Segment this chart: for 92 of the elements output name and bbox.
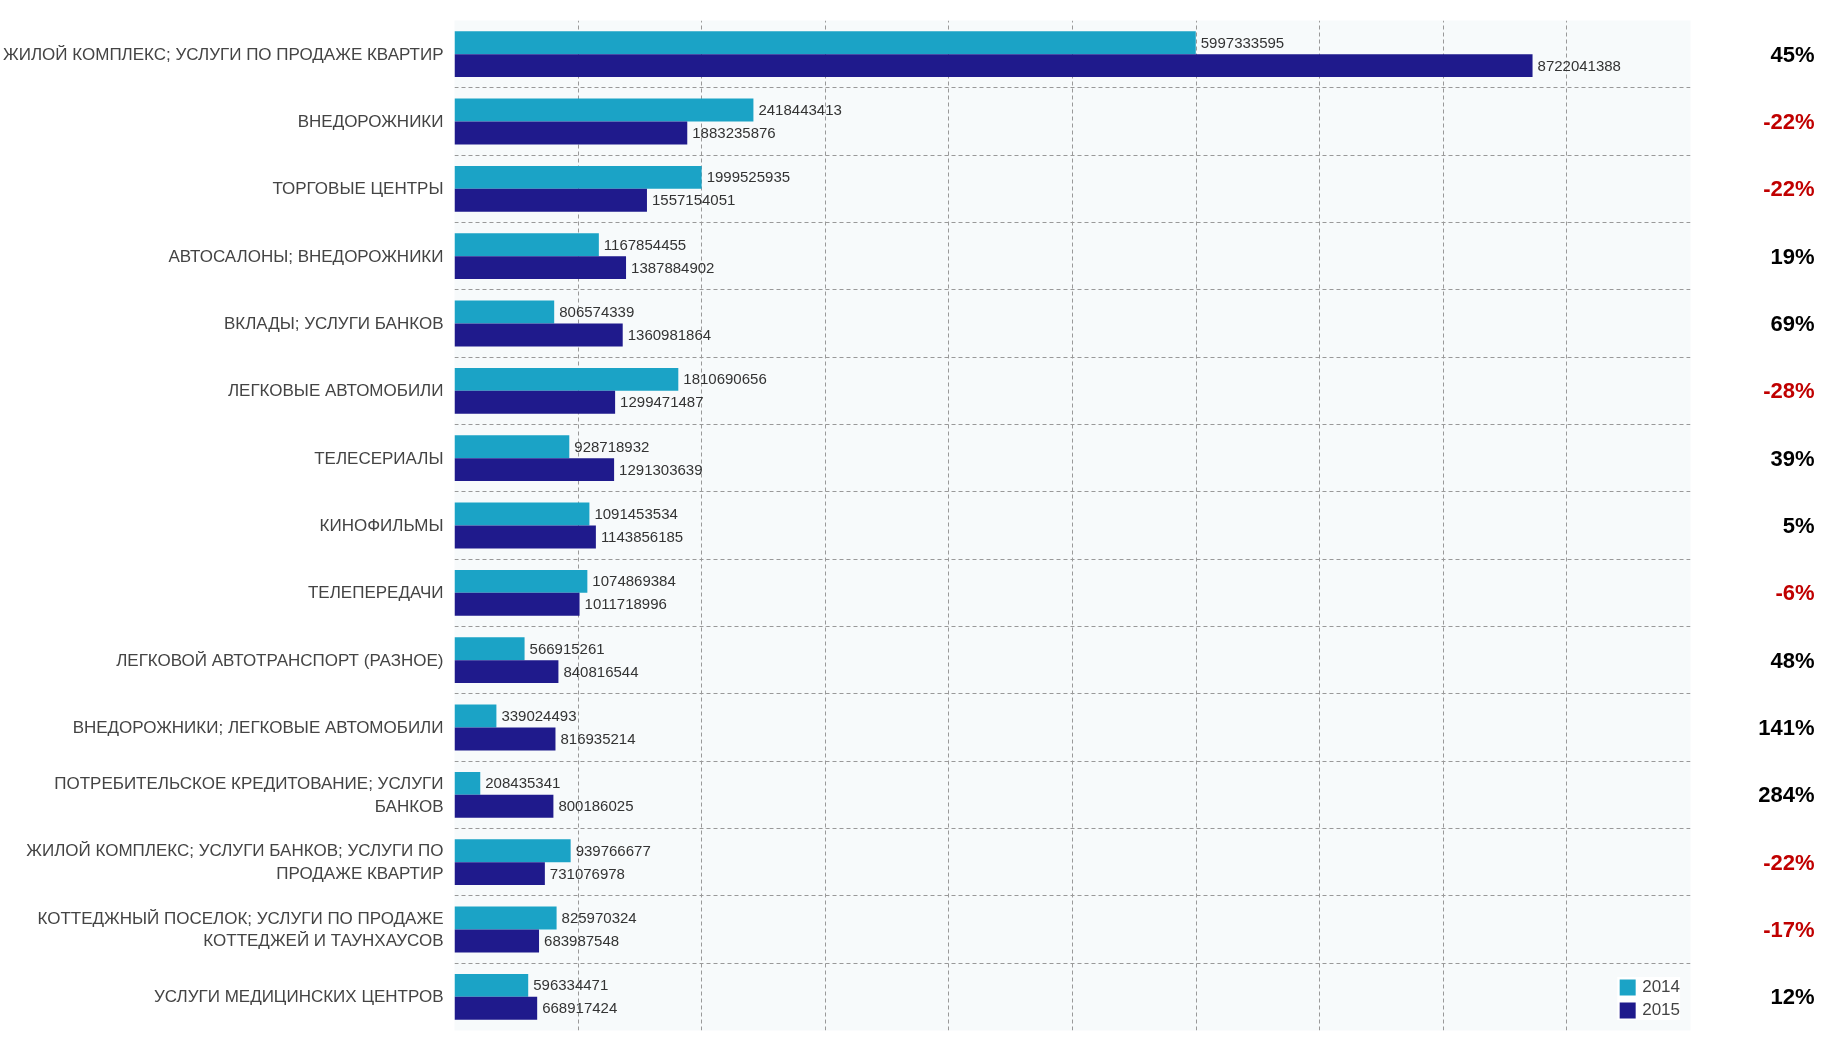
bar [454, 794, 554, 818]
data-label: 1143856185 [600, 527, 684, 545]
bar [454, 929, 540, 953]
data-label: 1883235876 [692, 123, 776, 141]
bar [454, 704, 497, 728]
text: 284% [1758, 782, 1815, 808]
data-label: 1557154051 [651, 191, 736, 209]
data-label: 1091453534 [594, 505, 678, 523]
text: 39% [1770, 445, 1815, 471]
y-tick-label: ВНЕДОРОЖНИКИ; ЛЕГКОВЫЕ АВТОМОБИЛИ [72, 718, 444, 737]
y-tick-label: КИНОФИЛЬМЫ [319, 516, 444, 535]
text: -22% [1763, 109, 1815, 134]
data-label: 840816544 [563, 662, 639, 680]
data-label: 825970324 [561, 909, 637, 927]
y-tick-label: ПОТРЕБИТЕЛЬСКОЕ КРЕДИТОВАНИЕ; УСЛУГИ БАНКОВ [54, 773, 444, 816]
bar [454, 390, 616, 414]
data-label: 1011718996 [584, 595, 667, 613]
bar [454, 98, 754, 122]
bar [454, 592, 580, 616]
bar [454, 233, 599, 257]
bar [454, 54, 1533, 78]
y-tick-label: ЛЕГКОВЫЕ АВТОМОБИЛИ [227, 381, 444, 401]
bar [454, 502, 590, 526]
bar [454, 771, 481, 795]
data-label: 208435341 [485, 774, 561, 792]
data-label: 1299471487 [620, 393, 704, 411]
text: 45% [1770, 41, 1815, 67]
data-label: 5997333595 [1200, 33, 1285, 51]
data-label: 1999525935 [706, 168, 791, 186]
bar [454, 256, 627, 280]
bar [454, 973, 529, 997]
data-label: 1360981864 [627, 325, 712, 343]
data-label: 8722041388 [1537, 56, 1621, 74]
data-label: 731076978 [549, 864, 625, 882]
y-tick-label: КОТТЕДЖНЫЙ ПОСЕЛОК; УСЛУГИ ПО ПРОДАЖЕ КОТТЕДЖЕЙ И ТАУНХАУСОВ [37, 908, 444, 951]
bar [454, 996, 538, 1020]
data-label: 1167854455 [603, 235, 687, 253]
bar [454, 165, 702, 189]
y-tick-label: ТЕЛЕСЕРИАЛЫ [314, 448, 444, 468]
bar [454, 31, 1196, 55]
bar [454, 367, 679, 391]
y-tick-label: ТОРГОВЫЕ ЦЕНТРЫ [272, 179, 444, 199]
data-label: 806574339 [559, 303, 635, 321]
bar [454, 458, 615, 482]
data-label: 1810690656 [683, 370, 767, 388]
legend-label: 2015 [1642, 1000, 1680, 1020]
text: 5% [1782, 513, 1815, 538]
text: -28% [1763, 378, 1815, 404]
data-label: 800186025 [558, 797, 634, 815]
bar [454, 727, 556, 751]
bar [454, 525, 596, 549]
bar [454, 839, 571, 863]
y-tick-label: АВТОСАЛОНЫ; ВНЕДОРОЖНИКИ [168, 246, 444, 266]
data-label: 683987548 [544, 931, 620, 949]
y-tick-label: ЛЕГКОВОЙ АВТОТРАНСПОРТ (РАЗНОЕ) [116, 650, 444, 670]
text: 141% [1758, 715, 1815, 740]
y-tick-label: ЖИЛОЙ КОМПЛЕКС; УСЛУГИ БАНКОВ; УСЛУГИ ПО ПРОДАЖЕ КВАРТИР [26, 841, 444, 884]
data-label: 566915261 [529, 639, 605, 657]
data-label: 596334471 [533, 976, 609, 994]
data-label: 1387884902 [631, 258, 715, 276]
bar [454, 300, 555, 324]
bar [454, 435, 570, 459]
bar [454, 323, 623, 347]
bar [454, 906, 557, 930]
bar [454, 660, 559, 684]
bar [454, 637, 525, 661]
y-tick-label: ВНЕДОРОЖНИКИ [297, 112, 444, 131]
data-label: 1291303639 [619, 460, 703, 478]
text: 19% [1770, 243, 1815, 269]
text: 69% [1770, 311, 1815, 336]
data-label: 816935214 [560, 729, 636, 747]
data-label: 1074869384 [592, 572, 676, 590]
data-label: 339024493 [501, 707, 577, 725]
bar [454, 569, 588, 593]
y-tick-label: УСЛУГИ МЕДИЦИНСКИХ ЦЕНТРОВ [154, 987, 444, 1007]
y-tick-label: ЖИЛОЙ КОМПЛЕКС; УСЛУГИ ПО ПРОДАЖЕ КВАРТИР [3, 44, 444, 64]
text: 12% [1770, 984, 1815, 1010]
text: -22% [1763, 176, 1815, 202]
data-label: 939766677 [575, 841, 651, 859]
text: 48% [1770, 647, 1815, 673]
bar [454, 862, 545, 886]
legend-label: 2014 [1642, 977, 1680, 997]
bar [454, 121, 688, 145]
y-tick-label: ВКЛАДЫ; УСЛУГИ БАНКОВ [223, 314, 444, 333]
data-label: 2418443413 [758, 101, 842, 119]
text: -17% [1763, 917, 1815, 942]
data-label: 668917424 [542, 999, 618, 1017]
data-label: 928718932 [574, 437, 650, 455]
text: -6% [1775, 580, 1815, 606]
bar [454, 188, 647, 212]
text: -22% [1763, 849, 1815, 875]
y-tick-label: ТЕЛЕПЕРЕДАЧИ [307, 583, 444, 603]
